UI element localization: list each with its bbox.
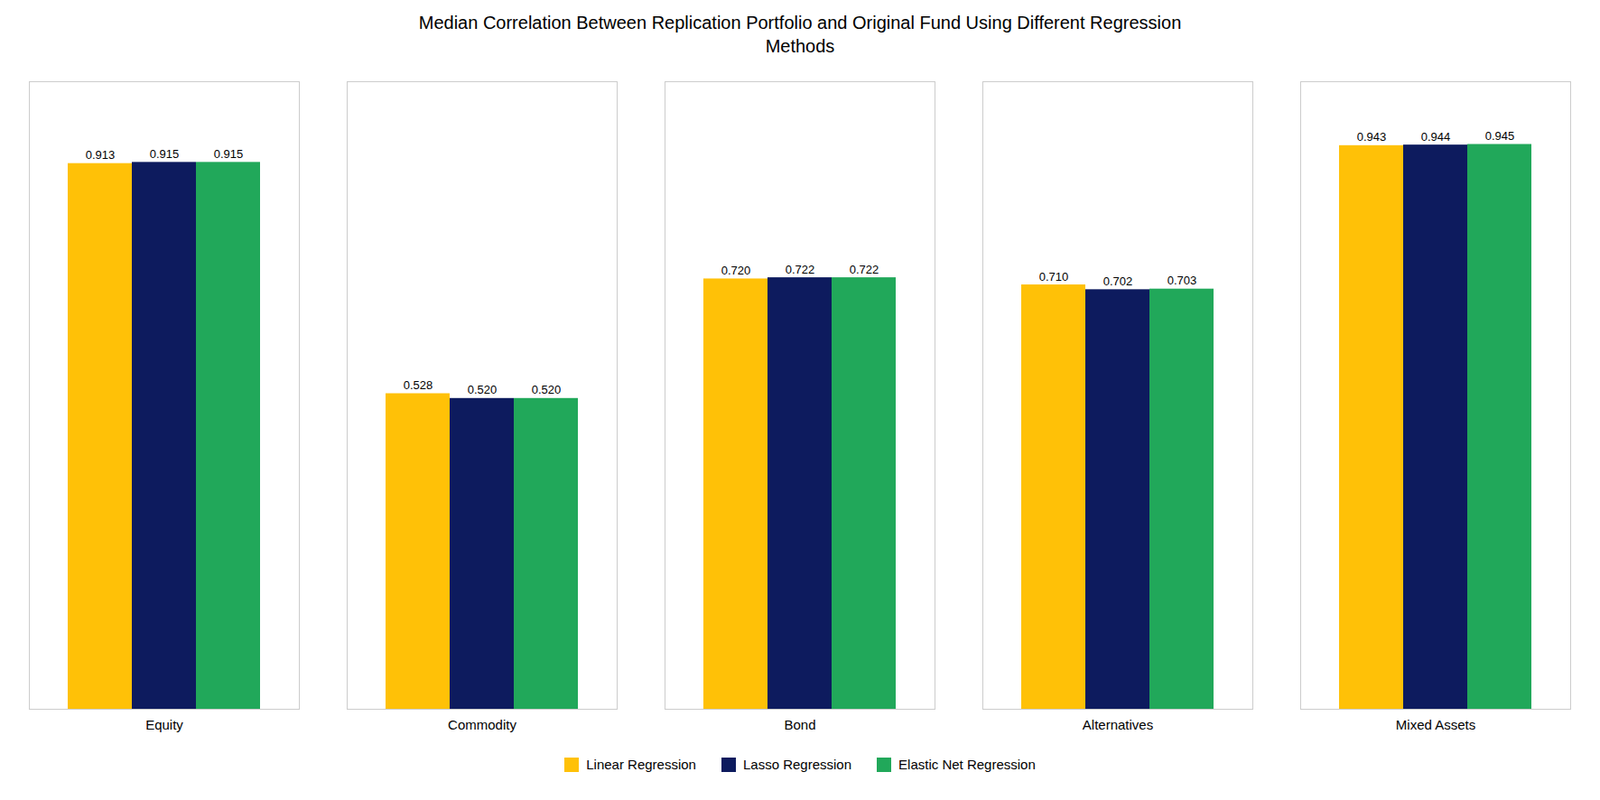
svg-text:0.915: 0.915 — [213, 147, 244, 161]
html-text:Median Correlation Between Rep: Median Correlation Between Replication P… — [418, 12, 1182, 56]
svg-text:0.703: 0.703 — [1167, 273, 1198, 288]
svg-text:0.520: 0.520 — [467, 382, 498, 397]
svg-text:0.520: 0.520 — [531, 382, 562, 397]
svg-text:Alternatives: Alternatives — [1082, 716, 1154, 733]
svg-text:0.915: 0.915 — [149, 147, 180, 161]
html-text:Elastic Net Regression: Elastic Net Regression — [898, 756, 1036, 773]
svg-text:Mixed Assets: Mixed Assets — [1395, 716, 1476, 733]
svg-text:0.943: 0.943 — [1357, 130, 1387, 144]
svg-text:Commodity: Commodity — [447, 716, 517, 733]
svg-text:Bond: Bond — [783, 716, 816, 733]
svg-text:0.528: 0.528 — [403, 378, 434, 392]
svg-text:0.702: 0.702 — [1103, 274, 1134, 289]
svg-text:0.913: 0.913 — [85, 148, 116, 162]
svg-text:0.722: 0.722 — [849, 262, 880, 277]
svg-text:0.945: 0.945 — [1485, 129, 1516, 143]
svg-text:0.720: 0.720 — [721, 263, 752, 278]
svg-text:Equity: Equity — [145, 716, 184, 733]
html-text:Lasso Regression: Lasso Regression — [743, 756, 852, 773]
svg-text:0.944: 0.944 — [1421, 130, 1452, 144]
html-text:Linear Regression: Linear Regression — [586, 756, 697, 773]
svg-text:0.710: 0.710 — [1039, 269, 1070, 284]
svg-text:0.722: 0.722 — [785, 262, 816, 277]
